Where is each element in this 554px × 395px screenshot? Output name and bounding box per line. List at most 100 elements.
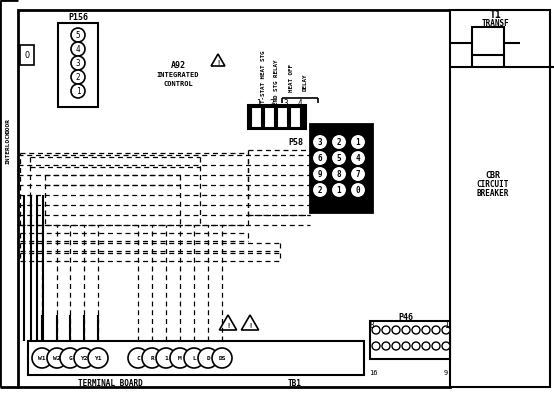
Circle shape: [331, 166, 347, 182]
Text: !: !: [226, 323, 230, 329]
Text: CIRCUIT: CIRCUIT: [477, 179, 509, 188]
Circle shape: [47, 348, 67, 368]
Circle shape: [350, 150, 366, 166]
Text: BREAKER: BREAKER: [477, 188, 509, 198]
Circle shape: [312, 182, 328, 198]
Circle shape: [184, 348, 204, 368]
Circle shape: [402, 342, 410, 350]
Text: M: M: [178, 356, 182, 361]
Circle shape: [402, 326, 410, 334]
Bar: [58, 23, 98, 107]
Circle shape: [142, 348, 162, 368]
Text: P46: P46: [398, 314, 413, 322]
Text: D: D: [206, 356, 210, 361]
Text: TERMINAL BOARD: TERMINAL BOARD: [78, 380, 142, 389]
Circle shape: [71, 42, 85, 56]
Circle shape: [422, 342, 430, 350]
Text: L: L: [192, 356, 196, 361]
Text: 2: 2: [317, 186, 322, 194]
Text: !: !: [216, 60, 220, 66]
Text: DS: DS: [218, 356, 225, 361]
Circle shape: [156, 348, 176, 368]
Circle shape: [32, 348, 52, 368]
Text: C: C: [136, 356, 140, 361]
Text: 2: 2: [76, 73, 80, 81]
Text: G: G: [68, 356, 72, 361]
Text: T-STAT HEAT STG: T-STAT HEAT STG: [260, 51, 265, 103]
Circle shape: [432, 326, 440, 334]
Circle shape: [170, 348, 190, 368]
Bar: [450, 10, 550, 387]
Bar: [20, 45, 34, 65]
Text: TRANSF: TRANSF: [481, 19, 509, 28]
Circle shape: [382, 342, 390, 350]
Text: 3: 3: [76, 58, 80, 68]
Circle shape: [312, 150, 328, 166]
Text: HEAT OFF: HEAT OFF: [289, 64, 294, 92]
Text: Y1: Y1: [94, 356, 102, 361]
Text: R: R: [150, 356, 154, 361]
Text: 4: 4: [76, 45, 80, 53]
Circle shape: [71, 70, 85, 84]
Bar: [251, 107, 261, 127]
Text: 5: 5: [337, 154, 341, 162]
Bar: [290, 107, 300, 127]
Text: Y2: Y2: [80, 356, 88, 361]
Circle shape: [350, 166, 366, 182]
Circle shape: [71, 84, 85, 98]
Circle shape: [442, 326, 450, 334]
Circle shape: [372, 342, 380, 350]
Circle shape: [372, 326, 380, 334]
Circle shape: [312, 134, 328, 150]
Text: 4: 4: [356, 154, 360, 162]
Bar: [472, 27, 504, 55]
Circle shape: [412, 326, 420, 334]
Text: 1: 1: [76, 87, 80, 96]
Text: 1: 1: [444, 320, 448, 329]
Text: TB1: TB1: [288, 380, 302, 389]
Circle shape: [331, 150, 347, 166]
Text: 2: 2: [337, 137, 341, 147]
Text: P156: P156: [68, 13, 88, 21]
Text: P58: P58: [289, 137, 304, 147]
Circle shape: [350, 134, 366, 150]
Text: W2: W2: [53, 356, 61, 361]
Text: 2: 2: [270, 98, 274, 107]
Text: INTERLOCK: INTERLOCK: [6, 130, 11, 164]
Bar: [264, 107, 274, 127]
Text: 5: 5: [76, 30, 80, 40]
Bar: [277, 107, 287, 127]
Text: 8: 8: [370, 320, 375, 329]
Circle shape: [212, 348, 232, 368]
Circle shape: [331, 182, 347, 198]
Circle shape: [350, 182, 366, 198]
Text: DOOR: DOOR: [6, 117, 11, 132]
Text: 7: 7: [356, 169, 360, 179]
Text: 1: 1: [356, 137, 360, 147]
Text: DELAY: DELAY: [302, 73, 307, 91]
Circle shape: [312, 166, 328, 182]
Text: !: !: [248, 323, 252, 329]
Text: INTEGRATED: INTEGRATED: [157, 72, 199, 78]
Bar: [18, 10, 450, 387]
Text: 1: 1: [256, 98, 260, 107]
Circle shape: [382, 326, 390, 334]
Text: CONTROL: CONTROL: [163, 81, 193, 87]
Bar: [370, 321, 450, 359]
Text: A92: A92: [171, 60, 186, 70]
Circle shape: [198, 348, 218, 368]
Circle shape: [71, 28, 85, 42]
Circle shape: [71, 56, 85, 70]
Bar: [28, 341, 364, 375]
Text: 1: 1: [337, 186, 341, 194]
Circle shape: [331, 134, 347, 150]
Circle shape: [74, 348, 94, 368]
Circle shape: [60, 348, 80, 368]
Bar: [248, 105, 306, 129]
Text: 2ND STG RELAY: 2ND STG RELAY: [274, 59, 279, 105]
Text: 16: 16: [369, 370, 377, 376]
Circle shape: [392, 342, 400, 350]
Text: 8: 8: [337, 169, 341, 179]
Text: 0: 0: [356, 186, 360, 194]
Circle shape: [128, 348, 148, 368]
